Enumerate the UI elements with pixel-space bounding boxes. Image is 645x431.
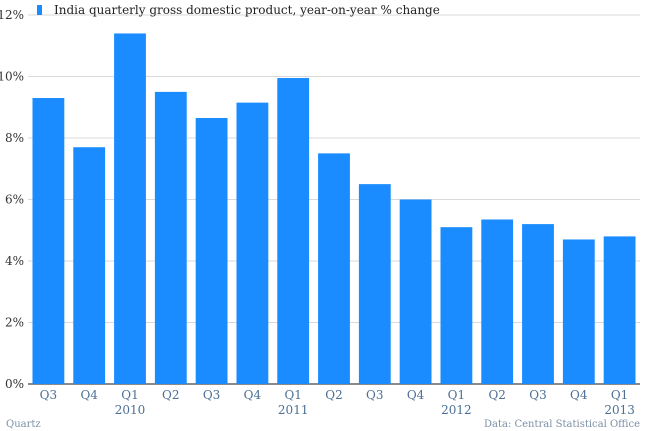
y-tick-label: 10% (0, 70, 24, 84)
x-tick-label: Q1 (611, 388, 628, 402)
x-tick-label: Q3 (529, 388, 546, 402)
year-label: 2011 (278, 403, 309, 417)
yticks-layer: 0% 2% 4% 6% 8% 10% 12% (0, 8, 24, 391)
year-label: 2013 (604, 403, 635, 417)
bar-1 (73, 147, 106, 384)
year-label: 2010 (115, 403, 146, 417)
bar-0 (32, 98, 65, 385)
bar-2 (114, 33, 146, 384)
x-tick-label: Q3 (203, 388, 220, 402)
y-tick-label: 4% (5, 254, 24, 268)
x-tick-label: Q4 (407, 388, 425, 402)
y-tick-label: 2% (5, 316, 24, 330)
x-tick-label: Q3 (40, 388, 57, 402)
bar-3 (154, 91, 187, 384)
source-left: Quartz (6, 419, 41, 430)
x-tick-label: Q1 (121, 388, 138, 402)
bar-8 (358, 184, 391, 384)
bar-13 (562, 239, 595, 384)
bar-12 (522, 224, 554, 384)
legend-swatch (37, 5, 42, 15)
source-right: Data: Central Statistical Office (484, 419, 640, 430)
bar-10 (440, 227, 473, 384)
bar-14 (603, 236, 636, 384)
bar-6 (277, 78, 310, 384)
bar-7 (318, 153, 350, 384)
bar-9 (399, 199, 432, 384)
x-tick-label: Q2 (162, 388, 179, 402)
x-tick-label: Q1 (448, 388, 465, 402)
year-label: 2012 (441, 403, 472, 417)
y-tick-label: 12% (0, 8, 24, 22)
x-tick-label: Q1 (284, 388, 301, 402)
x-tick-label: Q4 (570, 388, 588, 402)
y-tick-label: 8% (5, 131, 24, 145)
bar-11 (481, 219, 514, 384)
bar-5 (236, 102, 269, 384)
x-tick-label: Q2 (325, 388, 342, 402)
bar-4 (195, 118, 228, 384)
legend-label: India quarterly gross domestic product, … (54, 3, 440, 17)
y-tick-label: 0% (5, 377, 24, 391)
legend-layer: India quarterly gross domestic product, … (37, 3, 440, 17)
y-tick-label: 6% (5, 193, 24, 207)
x-tick-label: Q4 (80, 388, 98, 402)
x-tick-label: Q3 (366, 388, 383, 402)
x-tick-label: Q4 (244, 388, 262, 402)
x-tick-label: Q2 (488, 388, 505, 402)
bars-layer (32, 33, 636, 385)
